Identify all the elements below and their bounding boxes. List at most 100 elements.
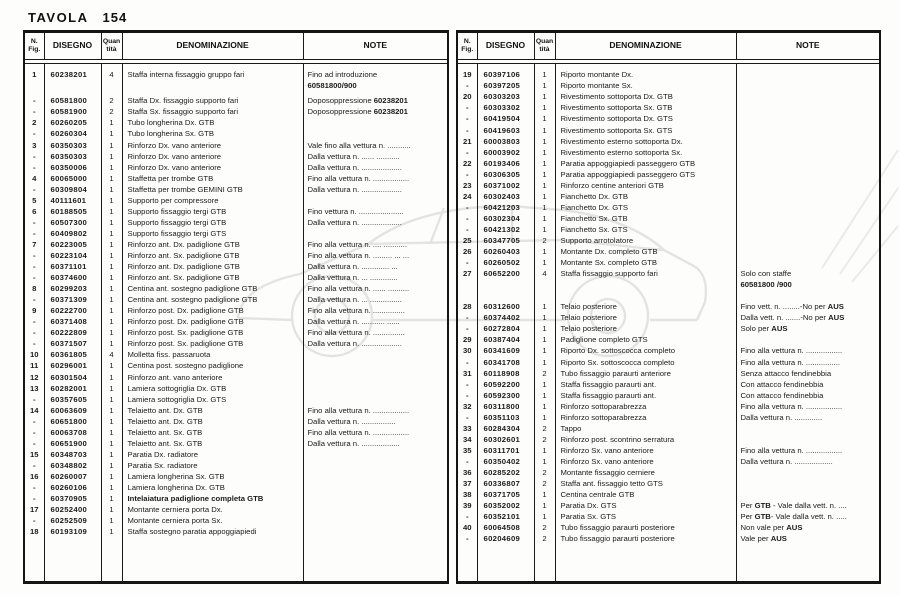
qty-cell: 1	[100, 250, 122, 262]
denom-cell: Rinforzo centine anteriori GTB	[554, 179, 736, 191]
table-row: 39 60352002 1 Paratia Dx. GTS Per GTB - Vale…	[457, 500, 880, 512]
denom-cell: Rivestimento sottoporta Dx. GTS	[554, 113, 736, 125]
fig-cell: 40	[462, 523, 472, 533]
table-header: N. Fig. DISEGNO Quan tità DENOMINAZIONE NO…	[457, 31, 880, 64]
fig-cell: -	[32, 339, 36, 349]
note-cell: Dalla vettura n. ... .............	[302, 272, 448, 284]
table-row: 34 60302601 2 Rinforzo post. scontrino serr…	[457, 434, 880, 446]
table-row: 16 60260007 1 Lamiera longherina Sx. GTB	[24, 471, 448, 483]
denom-cell: Tubo longherina Sx. GTB	[121, 128, 303, 140]
table-header: N. Fig. DISEGNO Quan tità DENOMINAZIONE NO…	[24, 31, 448, 64]
fig-cell: 3	[32, 140, 37, 150]
table-row: 29 60387404 1 Padiglione completo GTS	[457, 334, 880, 346]
disegno-cell: 60222700	[43, 305, 101, 317]
qty-cell: 1	[100, 526, 122, 538]
note-cell: Fino alla vettura n. .................	[735, 400, 880, 412]
note-cell	[735, 113, 880, 125]
denom-cell: Rinforzo ant. vano anteriore	[121, 371, 303, 383]
qty-cell: 1	[100, 128, 122, 140]
table-body: 19 60397106 1 Riporto montante Dx. -60397205…	[457, 63, 880, 583]
disegno-cell: 60285202	[476, 467, 534, 479]
denom-cell: Telaietto ant. Dx. GTB	[121, 404, 303, 416]
disegno-cell: 60361805	[43, 349, 101, 361]
qty-cell: 1	[100, 327, 122, 339]
fig-cell: -	[32, 482, 36, 492]
table-row: 37 60336807 2 Staffa ant. fissaggio tetto G…	[457, 478, 880, 490]
fig-cell: 30	[462, 346, 472, 356]
disegno-cell: 60347705	[476, 235, 534, 247]
qty-cell: 1	[533, 168, 555, 180]
disegno-cell: 60306305	[476, 168, 534, 180]
qty-cell: 1	[533, 301, 555, 313]
qty-cell: 1	[533, 190, 555, 203]
fig-cell: -	[465, 125, 469, 135]
table-row: 38 60371705 1 Centina centrale GTB	[457, 489, 880, 501]
fig-cell: -	[32, 251, 36, 260]
denom-cell: Riporto Dx. sottoscocca completo	[554, 345, 736, 357]
qty-cell: 2	[533, 235, 555, 247]
table-row: -60374600 1 Rinforzo ant. Sx. padiglione G…	[24, 272, 448, 284]
table-row: -60260502 1 Montante Sx. completo GTB	[457, 257, 880, 269]
denom-cell: Paratia appoggiapiedi passeggero GTB	[554, 157, 736, 169]
fig-cell: 9	[32, 306, 37, 316]
qty-cell: 1	[100, 261, 122, 273]
qty-cell: 1	[533, 312, 555, 324]
note-cell: Doposoppressione 60238201	[302, 106, 448, 118]
note-cell: Fino alla vettura n. ...............	[302, 327, 448, 339]
header-double-rule	[24, 59, 448, 64]
parts-table-left: N. Fig. DISEGNO Quan tità DENOMINAZIONE NO…	[23, 30, 449, 584]
disegno-cell: 60592300	[476, 389, 534, 401]
note-cell: Fino alla vettura n. .................	[302, 404, 448, 416]
qty-cell: 1	[100, 316, 122, 328]
denom-cell: Rinforzo post. Sx. padiglione GTB	[121, 327, 303, 339]
table-row: -60350006 1 Rinforzo Dx. vano anteriore Dal…	[24, 161, 448, 173]
note-cell	[735, 290, 880, 302]
denom-cell: Riporto montante Sx.	[554, 80, 736, 92]
note-cell: Fino alla vettura n. ................	[735, 356, 880, 368]
disegno-cell: 60238201	[43, 63, 101, 81]
denom-cell: Rinforzo post. Dx. padiglione GTB	[121, 316, 303, 328]
note-cell: Fino alla vettura n. ...... ..........	[302, 283, 448, 295]
qty-cell: 1	[100, 283, 122, 295]
note-cell: Con attacco fendinebbia	[735, 389, 880, 401]
page-title-number: 154	[102, 10, 128, 25]
table-row: -60592200 1 Staffa fissaggio paraurti ant.…	[457, 378, 880, 390]
table-row: -60374402 1 Telaio posteriore Dalla vett. n…	[457, 312, 880, 324]
disegno-cell: 60188505	[43, 205, 101, 218]
table-row: 9 60222700 1 Rinforzo post. Dx. padiglione …	[24, 305, 448, 317]
fig-cell: -	[32, 96, 36, 106]
qty-cell: 1	[533, 63, 555, 81]
fig-cell: 11	[30, 361, 39, 371]
fig-cell: -	[32, 295, 36, 305]
fig-cell: -	[32, 129, 36, 139]
disegno-cell: 60063708	[43, 426, 101, 438]
disegno-cell: 60651900	[43, 437, 101, 449]
qty-cell	[100, 80, 122, 92]
table-row: -60592300 1 Staffa fissaggio paraurti ant.…	[457, 389, 880, 401]
denom-cell: Telaio posteriore	[554, 301, 736, 313]
denom-cell: Montante cerniera porta Dx.	[121, 504, 303, 516]
qty-cell: 1	[100, 371, 122, 383]
header-denominazione: DENOMINAZIONE	[121, 31, 303, 60]
denom-cell: Tappo	[554, 422, 736, 434]
note-cell	[735, 91, 880, 103]
qty-cell: 1	[100, 382, 122, 394]
note-cell: Fino alla vettura n. ...............	[302, 305, 448, 317]
disegno-cell: 60336807	[476, 478, 534, 490]
fig-cell: 35	[462, 445, 472, 455]
fig-cell: -	[465, 390, 469, 400]
note-cell	[735, 246, 880, 258]
note-cell: Dalla vettura n. ...................	[302, 183, 448, 195]
note-cell: Vale per AUS	[735, 533, 880, 545]
denom-cell: Tubo fissaggio paraurti posteriore	[554, 522, 736, 534]
denom-cell: Paratia Dx. GTS	[554, 500, 736, 512]
table-row: -60419603 1 Rivestimento sottoporta Sx. GT…	[457, 124, 880, 136]
fig-cell: -	[465, 512, 469, 522]
disegno-cell: 60222809	[43, 327, 101, 339]
header-disegno: DISEGNO	[43, 31, 101, 60]
fig-cell: 24	[462, 191, 472, 201]
fig-cell: -	[32, 107, 36, 117]
table-row	[457, 290, 880, 302]
fig-cell: -	[465, 379, 469, 389]
